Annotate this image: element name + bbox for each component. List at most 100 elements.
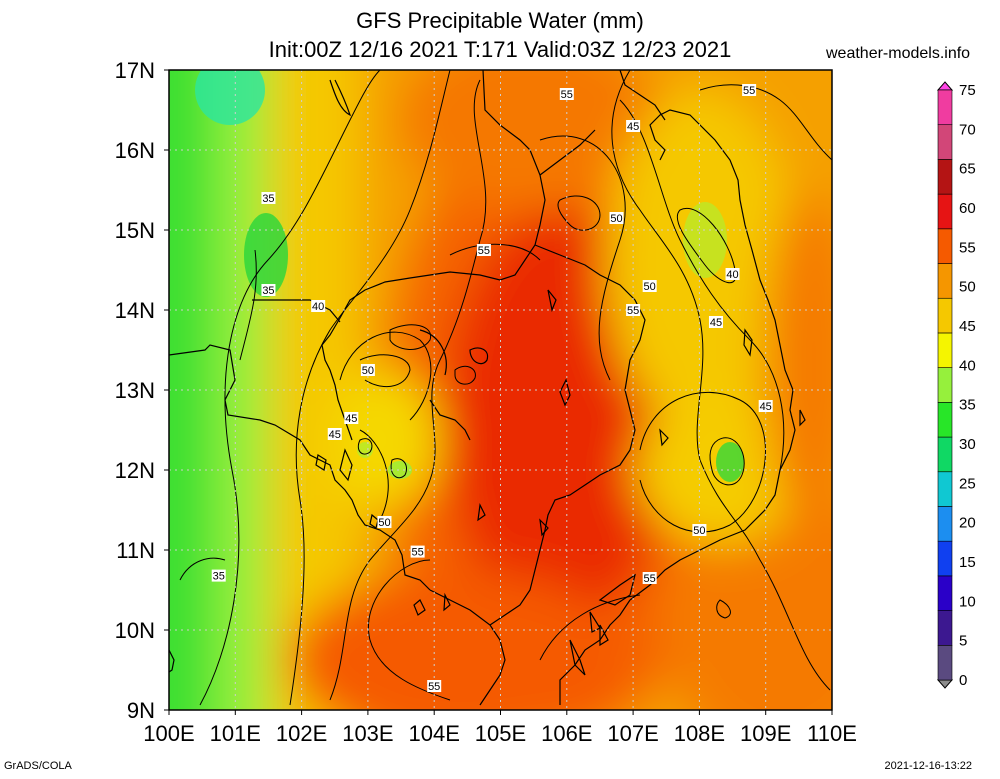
lon-tick-label: 109E xyxy=(740,721,791,746)
colorbar-swatch xyxy=(937,193,953,230)
contour-label: 45 xyxy=(626,120,641,133)
lon-tick-label: 107E xyxy=(607,721,658,746)
lat-tick-label: 14N xyxy=(115,298,155,323)
lon-tick-label: 100E xyxy=(143,721,194,746)
contour-label: 55 xyxy=(427,680,442,693)
lon-tick-label: 104E xyxy=(409,721,460,746)
colorbar-swatch xyxy=(937,506,953,542)
contour-label-text: 55 xyxy=(627,305,639,317)
contour-label-text: 50 xyxy=(362,365,374,377)
colorbar-label: 65 xyxy=(959,161,976,178)
contour-label: 50 xyxy=(642,280,657,293)
colorbar-swatch xyxy=(937,540,953,577)
contour-label: 45 xyxy=(708,316,723,329)
lon-tick-label: 110E xyxy=(807,721,857,746)
contour-label-text: 45 xyxy=(710,317,722,329)
contour-label-box xyxy=(559,88,574,100)
contour-label: 40 xyxy=(311,300,326,313)
colorbar-label: 0 xyxy=(959,672,967,689)
contour-label-box xyxy=(261,192,276,204)
generated-timestamp: 2021-12-16-13:22 xyxy=(884,760,972,772)
colorbar-swatch xyxy=(937,159,953,195)
colorbar-label: 20 xyxy=(959,515,976,532)
contour-label-text: 35 xyxy=(262,193,274,205)
lat-tick-label: 12N xyxy=(115,458,155,483)
contour-label-box xyxy=(427,680,442,692)
colorbar-swatch xyxy=(937,332,953,368)
source-label: weather-models.info xyxy=(826,45,971,62)
chart-title: GFS Precipitable Water (mm) xyxy=(356,8,644,33)
contour-label-box xyxy=(476,244,491,256)
lon-tick-label: 101E xyxy=(210,721,261,746)
contour-label-text: 45 xyxy=(760,401,772,413)
colorbar-swatch xyxy=(937,124,953,160)
contour-label: 45 xyxy=(327,428,342,441)
contour-label-text: 50 xyxy=(693,525,705,537)
contour-label: 55 xyxy=(410,545,425,559)
lat-tick-label: 9N xyxy=(127,698,155,723)
contour-label: 50 xyxy=(609,212,624,225)
lon-tick-label: 106E xyxy=(541,721,592,746)
colorbar-swatch xyxy=(937,471,953,507)
contour-label-box xyxy=(708,316,723,328)
lat-tick-label: 10N xyxy=(115,618,155,643)
colorbar-label: 25 xyxy=(959,475,976,492)
contour-labels: 55 55 45 35 50 55 40 35 50 40 55 45 50 45 45 45 50 50 55 35… xyxy=(211,84,773,693)
contour-label: 45 xyxy=(758,400,773,413)
contour-label-text: 45 xyxy=(345,413,357,425)
contour-label-text: 45 xyxy=(627,121,639,133)
colorbar-label: 5 xyxy=(959,633,967,650)
colorbar-label: 30 xyxy=(959,436,976,453)
colorbar-label: 35 xyxy=(959,397,976,414)
contour-label-box xyxy=(327,428,342,440)
colorbar-label: 45 xyxy=(959,318,976,335)
contour-label: 35 xyxy=(261,284,276,297)
contour-label-text: 55 xyxy=(644,573,656,585)
contour-label-text: 40 xyxy=(312,301,324,313)
lon-tick-label: 105E xyxy=(475,721,526,746)
contour-label-box xyxy=(261,284,276,296)
colorbar-min-arrow xyxy=(936,679,954,689)
contour-label: 50 xyxy=(692,524,707,537)
contour-label-box xyxy=(311,300,326,312)
contour-label: 50 xyxy=(360,364,375,377)
contour-label-box xyxy=(642,572,657,584)
contour-label: 55 xyxy=(742,84,757,97)
colorbar-label: 60 xyxy=(959,200,976,217)
colorbar-max-arrow xyxy=(936,81,954,91)
lat-tick-label: 15N xyxy=(115,218,155,243)
contour-label: 40 xyxy=(725,268,740,281)
colorbar-swatch xyxy=(937,575,953,611)
contour-label-box xyxy=(725,268,740,280)
colorbar-label: 10 xyxy=(959,593,976,610)
colorbar-swatch xyxy=(937,436,953,473)
contour-label: 55 xyxy=(626,304,641,317)
colorbar-label: 75 xyxy=(959,82,976,99)
contour-label: 55 xyxy=(559,88,574,101)
contour-label-box xyxy=(626,120,641,132)
colorbar-swatch xyxy=(937,402,953,438)
colorbar-swatch xyxy=(937,89,953,126)
contour-label-text: 50 xyxy=(378,517,390,529)
contour-label-box xyxy=(626,304,641,316)
contour-label: 45 xyxy=(344,412,359,425)
contour-label-box xyxy=(377,516,392,528)
contour-label-box xyxy=(758,400,773,412)
contour-label-text: 50 xyxy=(610,213,622,225)
longitude-axis: 100E 101E 102E 103E 104E 105E 106E 107E 108E 109E… xyxy=(143,710,857,746)
contour-label-text: 35 xyxy=(213,571,225,583)
lon-tick-label: 102E xyxy=(276,721,327,746)
contour-label: 35 xyxy=(211,569,226,583)
colorbar-swatch xyxy=(937,610,953,646)
contour-label-text: 40 xyxy=(726,269,738,281)
contour-label-box xyxy=(609,212,624,224)
colorbar: 0 5 10 15 20 25 30 35 40 45 50 55 60 65 70 75 xyxy=(936,81,976,689)
software-credit: GrADS/COLA xyxy=(4,760,72,772)
contour-label-text: 55 xyxy=(478,245,490,257)
colorbar-swatch xyxy=(937,228,953,264)
contour-label-text: 55 xyxy=(743,85,755,97)
lat-tick-label: 11N xyxy=(116,538,155,563)
contour-label: 35 xyxy=(261,192,276,205)
lat-tick-label: 13N xyxy=(115,378,155,403)
contour-label-box xyxy=(211,569,226,582)
